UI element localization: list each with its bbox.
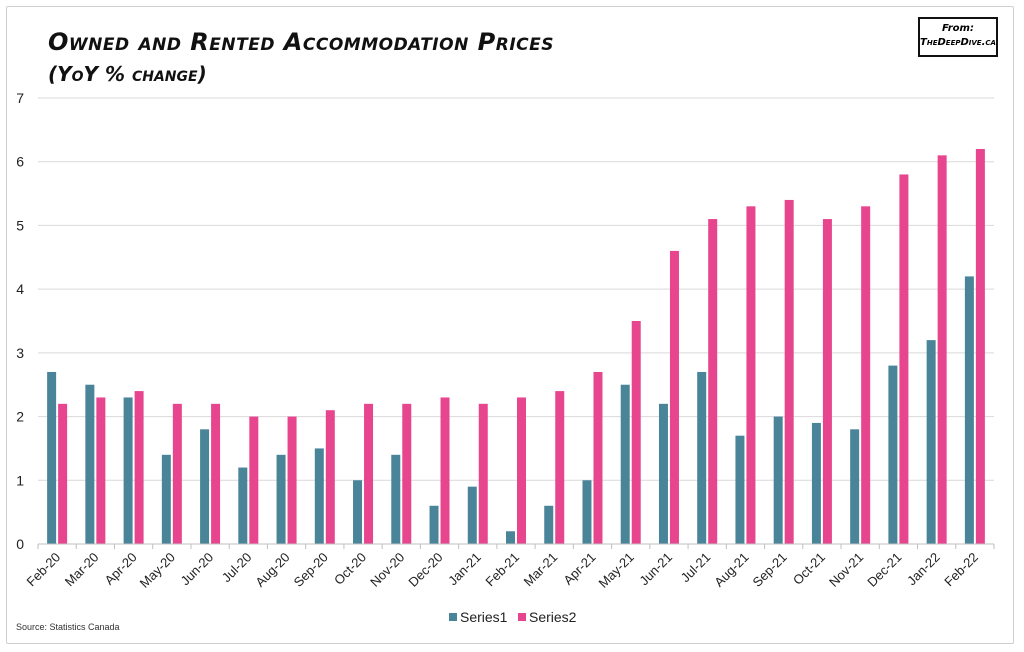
bar-series2-nov-20 (402, 403, 412, 544)
bar-series2-oct-21 (822, 219, 832, 545)
bar-series1-apr-20 (123, 397, 133, 544)
y-tick-label: 4 (16, 281, 24, 297)
bar-series1-jun-21 (658, 403, 668, 544)
y-tick-label: 5 (16, 217, 24, 233)
bar-series1-mar-20 (85, 384, 95, 544)
x-tick-label: May-21 (596, 550, 637, 591)
bar-series2-dec-20 (440, 397, 450, 544)
bar-series1-may-21 (620, 384, 630, 544)
bar-series1-aug-21 (735, 435, 745, 544)
bar-series2-mar-21 (555, 391, 565, 544)
bar-series1-jan-22 (926, 340, 936, 544)
bar-series2-jan-21 (478, 403, 488, 544)
bar-series2-apr-20 (134, 391, 144, 544)
bar-series2-apr-21 (593, 371, 603, 544)
legend-label-series2: Series2 (529, 609, 577, 625)
x-tick-label: Oct-21 (790, 550, 828, 588)
bar-series2-jul-20 (249, 416, 259, 544)
bar-series2-mar-20 (96, 397, 106, 544)
y-tick-label: 1 (16, 472, 24, 488)
x-tick-label: Dec-21 (864, 550, 904, 590)
x-tick-label: Jan-21 (445, 550, 484, 589)
bar-series2-jul-21 (708, 219, 718, 545)
x-tick-label: Mar-21 (521, 550, 561, 590)
bar-series2-dec-21 (899, 174, 909, 544)
bar-series2-aug-20 (287, 416, 297, 544)
x-tick-label: Jul-20 (219, 550, 255, 586)
y-tick-label: 7 (16, 90, 24, 106)
bar-series1-jan-21 (467, 486, 477, 544)
legend: Series1 Series2 (449, 609, 577, 625)
x-tick-label: Jun-21 (636, 550, 675, 589)
x-tick-label: Sep-21 (750, 550, 790, 590)
source-badge: From: TheDeepDive.ca (918, 17, 998, 57)
y-tick-label: 2 (16, 409, 24, 425)
x-tick-label: Apr-21 (560, 550, 598, 588)
bar-series2-jun-20 (211, 403, 221, 544)
y-tick-label: 3 (16, 345, 24, 361)
x-tick-label: Mar-20 (62, 550, 102, 590)
bar-series1-feb-20 (47, 371, 57, 544)
source-note: Source: Statistics Canada (16, 622, 120, 632)
x-tick-label: Aug-21 (711, 550, 751, 590)
x-tick-label: Oct-20 (331, 550, 369, 588)
chart-subtitle: (YoY % change) (48, 62, 207, 86)
x-tick-label: Feb-22 (941, 550, 981, 590)
x-tick-label: Nov-21 (826, 550, 866, 590)
bars (47, 148, 985, 545)
badge-from-label: From: (942, 23, 974, 34)
bar-series2-oct-20 (364, 403, 374, 544)
bar-series2-jan-22 (937, 155, 947, 545)
badge-site-label: TheDeepDive.ca (920, 37, 996, 48)
gridlines (38, 97, 994, 481)
legend-swatch-series2 (518, 613, 526, 621)
bar-series2-jun-21 (669, 250, 679, 544)
bar-series1-jul-20 (238, 467, 248, 544)
chart-title: Owned and Rented Accommodation Prices (48, 28, 555, 56)
bar-series2-may-20 (172, 403, 182, 544)
x-tick-label: Nov-20 (367, 550, 407, 590)
x-tick-label: Jun-20 (177, 550, 216, 589)
bar-series1-dec-20 (429, 505, 439, 544)
bar-series1-jun-20 (200, 429, 210, 544)
bar-series1-oct-21 (811, 422, 821, 544)
y-axis: 0 1 2 3 4 5 6 7 (16, 90, 24, 552)
bar-series1-nov-21 (850, 429, 860, 544)
bar-series2-may-21 (631, 321, 641, 544)
y-tick-label: 6 (16, 154, 24, 170)
bar-series1-feb-22 (964, 276, 974, 544)
x-tick-label: Feb-21 (482, 550, 522, 590)
x-tick-label: May-20 (137, 550, 178, 591)
y-tick-label: 0 (16, 536, 24, 552)
bar-series2-aug-21 (746, 206, 756, 545)
bar-series1-apr-21 (582, 480, 592, 544)
x-tick-label: Aug-20 (252, 550, 292, 590)
legend-swatch-series1 (449, 613, 457, 621)
bar-series1-mar-21 (544, 505, 554, 544)
bar-series2-nov-21 (861, 206, 871, 545)
bar-series1-may-20 (161, 454, 171, 544)
bar-series1-jul-21 (697, 371, 707, 544)
x-tick-label: Sep-20 (291, 550, 331, 590)
bar-series2-feb-22 (975, 148, 985, 544)
x-tick-label: Apr-20 (102, 550, 140, 588)
x-tick-label: Jan-22 (904, 550, 943, 589)
x-tick-label: Feb-20 (23, 550, 63, 590)
bar-series2-feb-21 (517, 397, 526, 544)
bar-series1-nov-20 (391, 454, 401, 544)
bar-series1-sep-21 (773, 416, 783, 544)
bar-series1-aug-20 (276, 454, 286, 544)
x-tick-label: Jul-21 (678, 550, 714, 586)
bar-series1-sep-20 (314, 448, 324, 544)
bar-series2-sep-20 (325, 410, 335, 544)
bar-series2-sep-21 (784, 199, 794, 544)
bar-series1-oct-20 (353, 480, 363, 544)
x-tick-label: Dec-20 (405, 550, 445, 590)
bar-series1-feb-21 (506, 531, 515, 544)
bar-series2-feb-20 (58, 403, 68, 544)
legend-label-series1: Series1 (460, 609, 508, 625)
bar-series1-dec-21 (888, 365, 898, 544)
